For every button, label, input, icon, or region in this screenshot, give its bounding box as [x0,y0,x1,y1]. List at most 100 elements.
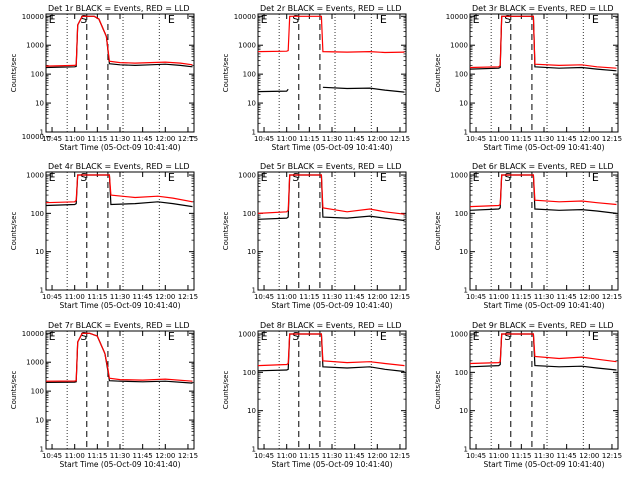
panel-det-3: Det 3r BLACK = Events, RED = LLD 1 10 100 10… [434,4,622,152]
x-tick-label: 11:15 [87,135,107,143]
series-line-events [258,86,405,93]
x-tick-label: 11:15 [299,452,319,460]
panel-det-7: Det 7r BLACK = Events, RED = LLD 1 10 100 10… [10,321,198,469]
x-tick-label: 10:45 [466,452,486,460]
x-axis-label: Start Time (05-Oct-09 10:41:40) [59,143,180,152]
y-tick-label: 1000 [450,42,468,50]
marker-s: S [80,171,87,184]
x-axis-label: Start Time (05-Oct-09 10:41:40) [483,460,604,469]
series-line-lld [258,15,405,54]
y-tick-label: 100 [31,210,44,218]
x-axis-label: Start Time (05-Oct-09 10:41:40) [483,143,604,152]
y-tick-label: 1 [40,129,44,137]
marker-e: E [261,330,268,343]
marker-s: S [80,330,87,343]
x-tick-label: 10:45 [254,293,274,301]
panel-det-1: Det 1r BLACK = Events, RED = LLD 1 10 100 10… [10,4,198,152]
marker-e: E [168,13,175,26]
y-tick-label: 10 [459,248,468,256]
panel-title: Det 1r BLACK = Events, RED = LLD [48,4,190,13]
y-tick-label: 10 [35,417,44,425]
y-axis-label: Counts/sec [434,54,442,93]
x-tick-label: 12:00 [579,452,599,460]
panel-det-9: Det 9r BLACK = Events, RED = LLD 1 10 100 10… [434,321,622,469]
x-tick-label: 11:30 [534,135,554,143]
series-line-lld [258,333,405,367]
y-axis-label: Counts/sec [10,212,18,251]
x-tick-label: 12:00 [155,135,175,143]
panel-title: Det 4r BLACK = Events, RED = LLD [48,162,190,171]
panel-title: Det 5r BLACK = Events, RED = LLD [260,162,402,171]
x-tick-label: 11:45 [557,293,577,301]
x-tick-label: 11:45 [557,135,577,143]
x-tick-label: 11:00 [277,452,297,460]
x-tick-label: 11:00 [65,293,85,301]
marker-e: E [49,330,56,343]
y-tick-label: 100 [243,71,256,79]
y-tick-label: 10 [459,407,468,415]
x-tick-label: 11:15 [511,293,531,301]
y-tick-label: 10000 [22,13,44,21]
marker-e: E [473,171,480,184]
x-tick-label: 12:15 [178,452,198,460]
x-tick-label: 10:45 [42,452,62,460]
plot-frame [45,171,195,291]
marker-s: S [292,330,299,343]
panel-title: Det 9r BLACK = Events, RED = LLD [472,321,614,330]
x-tick-label: 10:45 [42,293,62,301]
x-tick-label: 11:45 [133,135,153,143]
panel-det-8: Det 8r BLACK = Events, RED = LLD 1 10 100 10… [222,321,410,469]
x-tick-label: 11:30 [110,452,130,460]
plot-frame [257,171,407,291]
x-tick-label: 11:00 [277,293,297,301]
marker-e: E [592,13,599,26]
panel-title: Det 8r BLACK = Events, RED = LLD [260,321,402,330]
marker-e: E [49,13,56,26]
x-tick-label: 12:15 [602,293,622,301]
x-tick-label: 11:45 [133,293,153,301]
x-axis-label: Start Time (05-Oct-09 10:41:40) [271,143,392,152]
y-tick-label: 10 [247,248,256,256]
x-tick-label: 11:15 [299,293,319,301]
x-tick-label: 12:15 [390,135,410,143]
x-axis-label: Start Time (05-Oct-09 10:41:40) [483,301,604,310]
x-tick-label: 11:00 [489,293,509,301]
x-tick-label: 11:00 [489,452,509,460]
marker-e: E [473,13,480,26]
marker-e: E [592,330,599,343]
panel-title: Det 2r BLACK = Events, RED = LLD [260,4,402,13]
y-axis-label: Counts/sec [222,371,230,410]
panel-title: Det 3r BLACK = Events, RED = LLD [472,4,614,13]
y-tick-label: 1 [252,446,256,454]
series-line-lld [470,174,617,208]
y-tick-label: 1000 [26,42,44,50]
x-axis-label: Start Time (05-Oct-09 10:41:40) [59,460,180,469]
y-tick-label: 100 [243,369,256,377]
y-tick-label: 10 [247,100,256,108]
panel-det-4: Det 4r BLACK = Events, RED = LLD 1 10 100 10… [10,133,198,310]
y-tick-label: 10 [35,248,44,256]
marker-e: E [168,330,175,343]
x-tick-label: 11:30 [110,293,130,301]
x-tick-label: 12:00 [367,135,387,143]
panel-det-5: Det 5r BLACK = Events, RED = LLD 1 10 100 10… [222,162,410,310]
y-tick-label: 1 [40,446,44,454]
plot-frame [45,13,195,133]
x-tick-label: 11:15 [87,452,107,460]
x-tick-label: 11:30 [322,293,342,301]
marker-s: S [292,13,299,26]
x-tick-label: 10:45 [466,293,486,301]
y-axis-label: Counts/sec [10,371,18,410]
y-tick-label: 10000 [22,133,44,141]
y-tick-label: 1 [40,287,44,295]
x-tick-label: 12:00 [579,293,599,301]
y-tick-label: 1 [252,129,256,137]
x-tick-label: 12:15 [602,452,622,460]
series-line-lld [46,174,193,204]
x-tick-label: 12:00 [155,293,175,301]
series-line-lld [470,15,617,69]
x-tick-label: 11:15 [299,135,319,143]
plot-frame [469,171,619,291]
series-line-lld [258,174,405,215]
marker-s: S [80,13,87,26]
